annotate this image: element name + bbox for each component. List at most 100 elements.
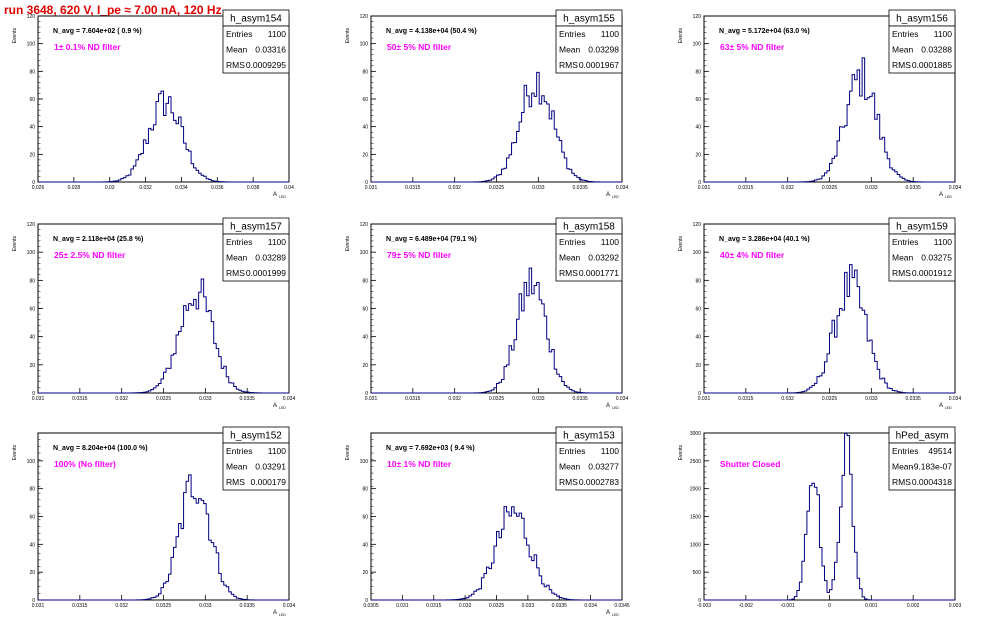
x-tick-label: -0.003: [697, 603, 711, 609]
x-tick-label: 0.0325: [489, 603, 505, 609]
stats-entries-value: 1100: [268, 446, 287, 456]
x-axis-label: A: [939, 192, 943, 198]
x-tick-label: 0.031: [365, 396, 378, 402]
stats-rms-value: 0.000179: [251, 477, 287, 487]
x-tick-label: 0.0325: [156, 396, 172, 402]
stats-entries-label: Entries: [892, 29, 918, 39]
x-tick-label: 0.0325: [822, 185, 838, 191]
stats-mean-value: 0.03275: [921, 253, 952, 263]
y-tick-label: 40: [29, 335, 35, 341]
stats-entries-value: 1100: [268, 237, 287, 247]
y-tick-label: 80: [362, 278, 368, 284]
x-axis-label-sub: LED: [945, 195, 952, 199]
histogram-line: [704, 432, 955, 601]
y-tick-label: 60: [362, 97, 368, 103]
x-axis-label: A: [939, 403, 943, 409]
stats-entries-value: 1100: [934, 237, 953, 247]
x-tick-label: 0.032: [781, 396, 794, 402]
x-axis-label-sub: LED: [279, 613, 286, 617]
stats-mean-value: 0.03289: [255, 253, 286, 263]
stats-rms-label: RMS: [226, 268, 245, 278]
y-tick-label: 120: [360, 222, 369, 228]
x-tick-label: 0.032: [448, 185, 461, 191]
stats-mean-value: 0.03292: [588, 253, 619, 263]
x-tick-label: 0.0335: [552, 603, 568, 609]
y-tick-label: 100: [693, 250, 702, 256]
histogram-panel-h_asym159: 0 20 40 60 80 100 120 0.031 0.0315 0.032 0.0325 0.0…: [678, 217, 961, 410]
stats-entries-value: 1100: [601, 29, 620, 39]
stats-mean-value: -9.183e-07: [911, 462, 952, 472]
stats-box: [888, 233, 956, 282]
navg-text: N_avg = 5.172e+04 (63.0 %): [719, 28, 810, 35]
x-tick-label: 0.033: [199, 396, 212, 402]
x-tick-label: 0.0335: [240, 396, 256, 402]
x-tick-label: 0.031: [32, 603, 45, 609]
histogram-panel-h_asym152: 0 20 40 60 80 100 0.031 0.0315 0.032 0.0325 0.033 0…: [12, 426, 295, 617]
y-axis-label: Events: [12, 445, 18, 461]
x-tick-label: 0.032: [115, 603, 128, 609]
y-tick-label: 60: [29, 307, 35, 313]
y-tick-label: 100: [360, 250, 369, 256]
y-tick-label: 100: [693, 42, 702, 48]
x-axis-label-sub: LED: [612, 613, 619, 617]
y-tick-label: 80: [695, 69, 701, 75]
filter-annotation: 1± 0.1% ND filter: [54, 42, 121, 52]
x-tick-label: 0: [828, 603, 831, 609]
y-tick-label: 80: [695, 278, 701, 284]
stats-mean-label: Mean: [226, 462, 248, 472]
histogram-panel-hPed_asym: 0 500 1000 1500 2000 2500 3000 -0.003 -0.002 -0.0…: [678, 426, 961, 609]
stats-mean-label: Mean: [892, 462, 914, 472]
x-axis-label-sub: LED: [612, 195, 619, 199]
stats-rms-value: 0.0001967: [579, 60, 619, 70]
stats-rms-value: 0.0001912: [912, 268, 952, 278]
x-axis-label: A: [606, 403, 610, 409]
y-tick-label: 40: [362, 542, 368, 548]
y-axis-label: Events: [12, 236, 18, 252]
stats-entries-value: 1100: [268, 29, 287, 39]
x-tick-label: 0.033: [532, 396, 545, 402]
stats-box: [888, 442, 956, 491]
filter-annotation: 63± 5% ND filter: [720, 42, 785, 52]
x-tick-label: 0.0325: [489, 396, 505, 402]
x-tick-label: 0.0335: [573, 396, 589, 402]
stats-mean-value: 0.03291: [255, 462, 286, 472]
x-tick-label: 0.033: [865, 185, 878, 191]
stats-title: h_asym152: [230, 431, 282, 442]
stats-entries-value: 1100: [601, 237, 620, 247]
y-tick-label: 40: [695, 335, 701, 341]
stats-box: [888, 25, 956, 74]
x-tick-label: 0.031: [396, 603, 409, 609]
x-tick-label: 0.028: [68, 185, 81, 191]
x-tick-label: 0.0325: [822, 396, 838, 402]
y-tick-label: 80: [29, 278, 35, 284]
stats-box: [555, 442, 623, 491]
y-tick-label: 120: [693, 14, 702, 20]
stats-rms-label: RMS: [559, 477, 578, 487]
stats-rms-label: RMS: [559, 268, 578, 278]
navg-text: N_avg = 2.118e+04 (25.8 %): [53, 236, 143, 243]
filter-annotation: 100% (No filter): [54, 459, 116, 469]
stats-title: hPed_asym: [896, 431, 949, 442]
y-tick-label: 0: [365, 180, 368, 186]
x-tick-label: 0.0335: [906, 185, 922, 191]
y-tick-label: 20: [695, 363, 701, 369]
x-tick-label: 0.031: [365, 185, 378, 191]
stats-box: [222, 442, 290, 491]
y-tick-label: 40: [362, 335, 368, 341]
filter-annotation: 25± 2.5% ND filter: [54, 250, 126, 260]
x-tick-label: 0.0315: [738, 185, 754, 191]
x-tick-label: 0.032: [139, 185, 152, 191]
y-tick-label: 100: [27, 459, 36, 465]
stats-rms-value: 0.0001885: [912, 60, 952, 70]
stats-mean-label: Mean: [559, 45, 581, 55]
x-tick-label: 0.001: [865, 603, 878, 609]
stats-title: h_asym154: [230, 14, 282, 25]
y-tick-label: 0: [32, 180, 35, 186]
y-tick-label: 20: [29, 152, 35, 158]
x-tick-label: 0.0325: [156, 603, 172, 609]
y-tick-label: 60: [695, 307, 701, 313]
x-tick-label: 0.031: [698, 185, 711, 191]
histogram-line: [371, 71, 622, 183]
stats-mean-label: Mean: [892, 253, 914, 263]
stats-box: [222, 233, 290, 282]
